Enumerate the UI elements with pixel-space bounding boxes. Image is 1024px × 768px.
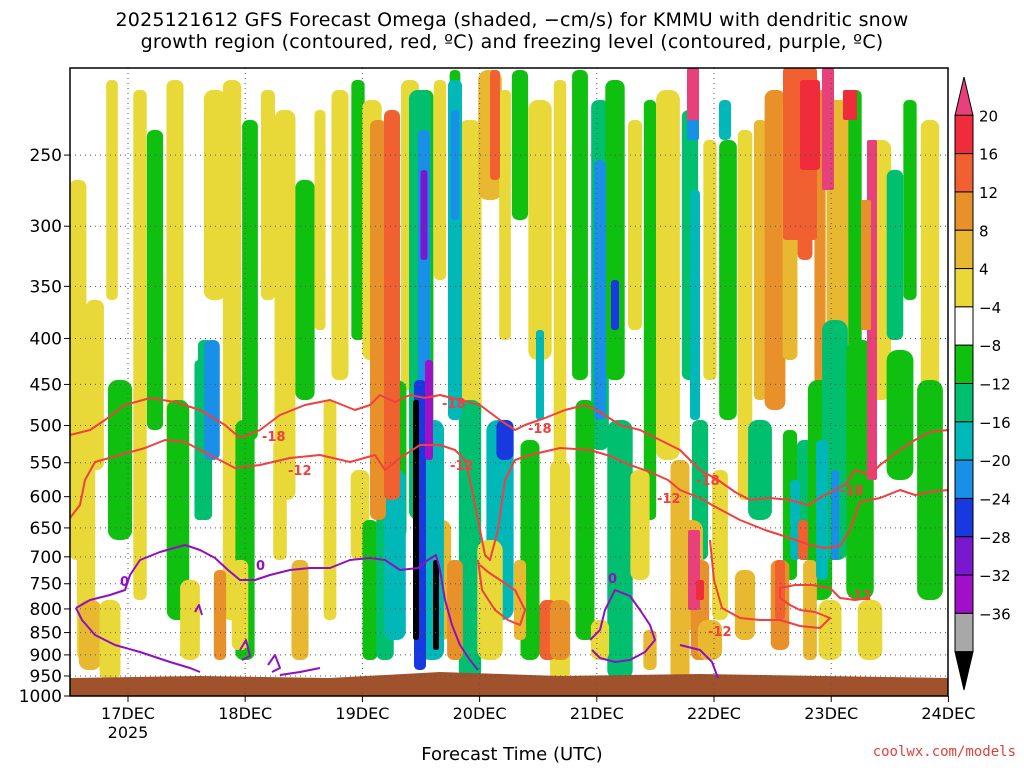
contour-label-minus-12-c: -12	[657, 492, 681, 507]
colorbar-segment-12	[954, 536, 974, 576]
contour-zero-small-a	[239, 639, 251, 661]
contour-minus-18-upper	[69, 394, 949, 506]
colorbar-segment-top	[954, 76, 974, 116]
colorbar-label-8: −16	[979, 414, 1011, 432]
contour-zero-small-d	[279, 667, 321, 676]
colorbar-label-0: 20	[979, 107, 998, 125]
colorbar-segment-11	[954, 497, 974, 538]
colorbar-segment-14	[954, 612, 974, 653]
colorbar-segment-1	[954, 114, 974, 155]
contour-zero-left-lower	[75, 607, 201, 673]
y-tick-label-1000: 1000	[19, 687, 62, 707]
contour-minus-12-lower	[709, 539, 871, 629]
contour-label-minus-12-d: -12	[708, 625, 732, 640]
contour-label-minus-18-e: -18	[840, 484, 864, 499]
x-axis-label: Forecast Time (UTC)	[421, 744, 603, 765]
contour-zero-small-c	[194, 604, 203, 616]
y-tick-label-900: 900	[30, 646, 62, 666]
y-tick-label-350: 350	[30, 277, 62, 297]
colorbar-segment-5	[954, 268, 974, 308]
y-tick-label-650: 650	[30, 519, 62, 539]
ground-surface	[70, 672, 948, 696]
colorbar-label-3: 8	[979, 222, 989, 240]
colorbar-label-10: −24	[979, 490, 1011, 508]
y-tick-label-400: 400	[30, 329, 62, 349]
colorbar-label-7: −12	[979, 376, 1011, 394]
colorbar: 20 16 12 8 4 −4 −8 −12 −16 −20 −24 −28 −32 −36	[954, 76, 1011, 691]
x-tick-label-21DEC: 21DEC	[570, 704, 624, 723]
y-axis: 2503003504004505005506006507007508008509…	[19, 146, 70, 707]
contour-zero-right	[679, 644, 719, 679]
chart-title-line-2: growth region (contoured, red, ºC) and f…	[140, 31, 884, 53]
x-tick-label-20DEC: 20DEC	[453, 704, 507, 723]
contour-lines: -18 -18 -18 -18 -18 -12 -12 -12 -12 -12 0 0 0	[69, 394, 949, 679]
contour-label-zero-c: 0	[608, 572, 617, 587]
colorbar-segment-bottom	[954, 651, 974, 691]
contour-label-minus-12-a: -12	[288, 464, 312, 479]
y-tick-label-800: 800	[30, 600, 62, 620]
omega-shading	[70, 68, 948, 696]
colorbar-segment-8	[954, 383, 974, 423]
plot-frame	[69, 67, 949, 697]
y-tick-label-750: 750	[30, 575, 62, 595]
x-tick-label-18DEC: 18DEC	[218, 704, 272, 723]
x-tick-label-19DEC: 19DEC	[335, 704, 389, 723]
colorbar-label-9: −20	[979, 452, 1011, 470]
contour-label-zero-b: 0	[256, 559, 265, 574]
y-tick-label-600: 600	[30, 488, 62, 508]
contour-zero-main	[75, 544, 479, 671]
x-tick-label-24DEC: 24DEC	[921, 704, 975, 723]
chart-title-line-1: 2025121612 GFS Forecast Omega (shaded, −…	[115, 9, 909, 31]
contour-label-zero-a: 0	[120, 575, 129, 590]
y-tick-label-450: 450	[30, 375, 62, 395]
colorbar-label-6: −8	[979, 337, 1001, 355]
contour-label-minus-18-a: -18	[262, 430, 286, 445]
y-tick-label-700: 700	[30, 548, 62, 568]
contour-zero-loop	[589, 589, 656, 663]
colorbar-segment-10	[954, 459, 974, 499]
y-tick-label-500: 500	[30, 417, 62, 437]
x-tick-label-23DEC: 23DEC	[804, 704, 858, 723]
y-tick-label-550: 550	[30, 454, 62, 474]
colorbar-segment-2	[954, 153, 974, 193]
y-tick-label-850: 850	[30, 624, 62, 644]
colorbar-label-12: −32	[979, 567, 1011, 585]
colorbar-segment-13	[954, 574, 974, 614]
x-tick-sublabel-17DEC: 2025	[108, 723, 149, 742]
colorbar-label-4: 4	[979, 261, 989, 279]
colorbar-label-5: −4	[979, 299, 1001, 317]
colorbar-segment-4	[954, 229, 974, 270]
contour-minus-12-upper	[69, 439, 949, 561]
contour-label-minus-18-d: -18	[696, 474, 720, 489]
contour-label-minus-12-b: -12	[450, 459, 474, 474]
y-tick-label-950: 950	[30, 667, 62, 687]
contour-label-minus-18-c: -18	[528, 422, 552, 437]
colorbar-segment-6	[954, 306, 974, 346]
colorbar-segment-7	[954, 344, 974, 384]
colorbar-label-2: 12	[979, 184, 998, 202]
contour-zero-small-b	[267, 654, 281, 673]
credit-link[interactable]: coolwx.com/models	[872, 744, 1016, 760]
x-tick-label-22DEC: 22DEC	[687, 704, 741, 723]
colorbar-segment-3	[954, 191, 974, 231]
colorbar-label-13: −36	[979, 605, 1011, 623]
contour-label-minus-18-b: -18	[442, 397, 466, 412]
y-tick-label-300: 300	[30, 217, 62, 237]
colorbar-label-1: 16	[979, 146, 998, 164]
contour-minus-12-lower-loop	[477, 559, 526, 626]
y-tick-label-250: 250	[30, 146, 62, 166]
colorbar-label-11: −28	[979, 529, 1011, 547]
x-tick-label-17DEC: 17DEC	[101, 704, 155, 723]
colorbar-segment-9	[954, 421, 974, 461]
contour-label-minus-12-e: -12	[848, 589, 872, 604]
